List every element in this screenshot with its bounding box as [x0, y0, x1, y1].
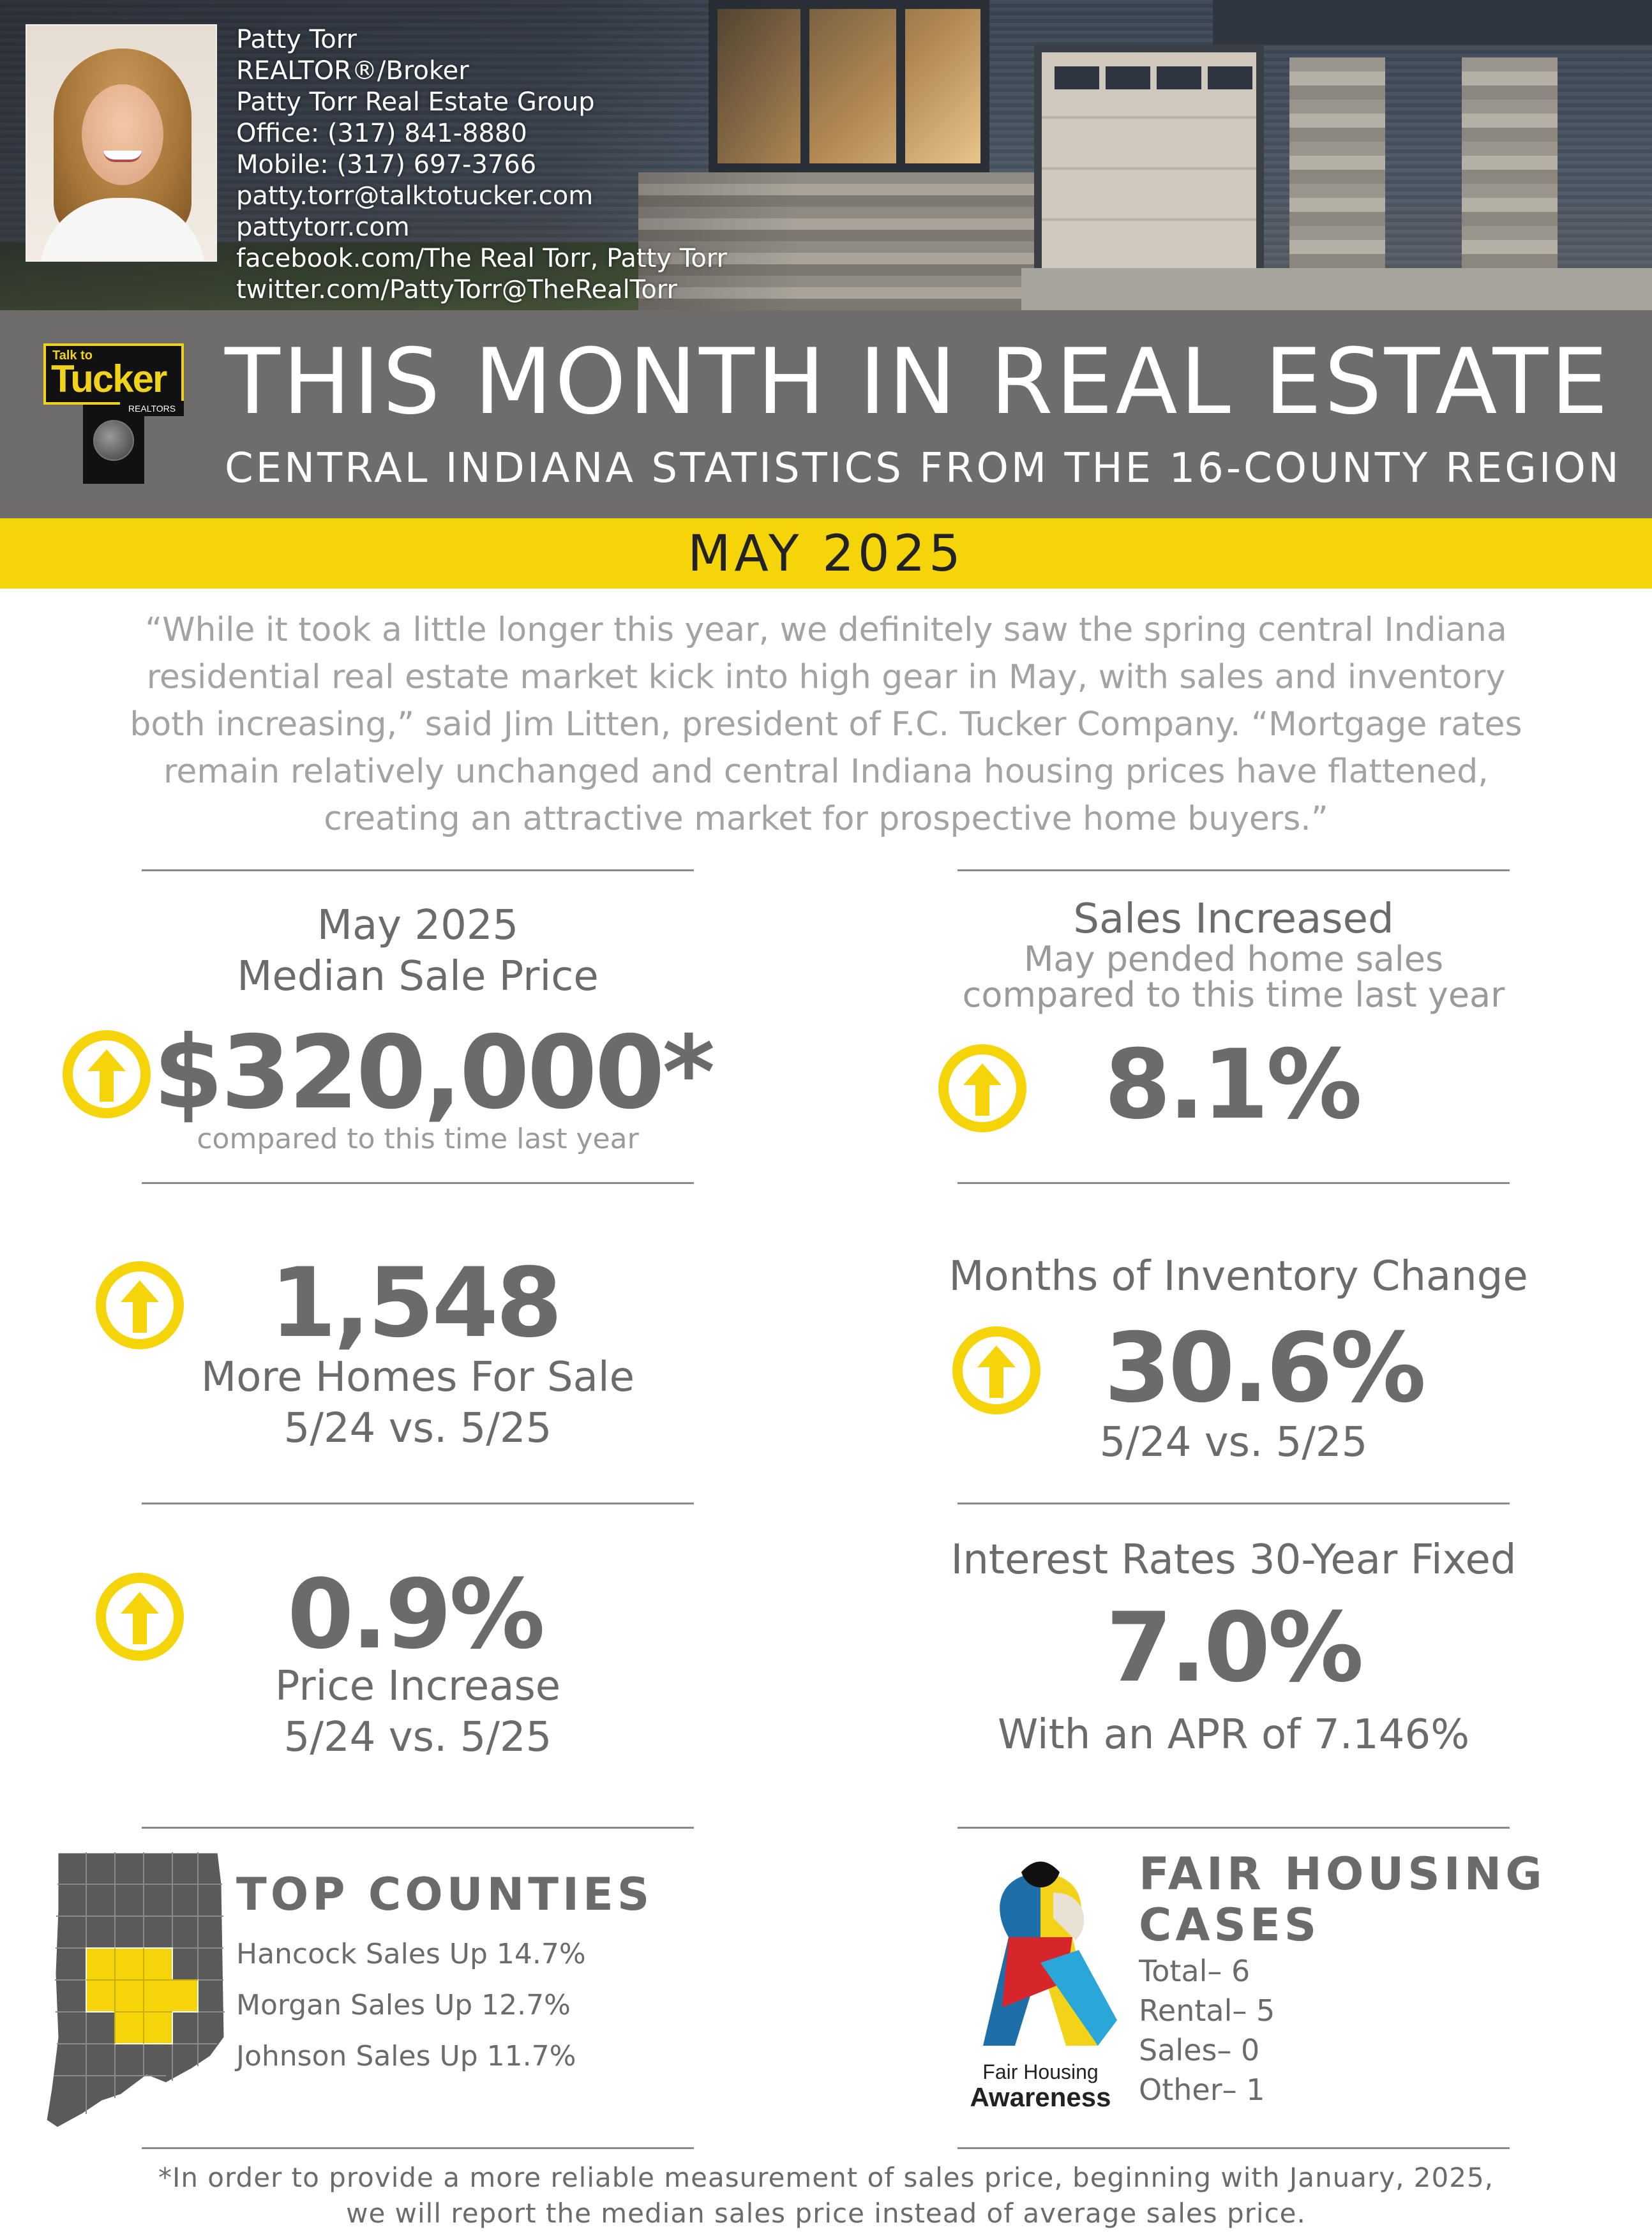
ribbon-caption-line1: Fair Housing: [982, 2060, 1099, 2083]
top-counties-title: TOP COUNTIES: [236, 1868, 654, 1921]
divider: [142, 1503, 694, 1504]
divider: [957, 1503, 1510, 1504]
sales-sub-line1: May pended home sales: [1023, 939, 1444, 979]
homes-value: 1,548: [269, 1248, 562, 1359]
up-arrow-icon: [63, 1030, 151, 1118]
homes-period: 5/24 vs. 5/25: [283, 1405, 552, 1452]
hero-photo: Patty Torr REALTOR®/Broker Patty Torr Re…: [0, 0, 1652, 310]
agent-mobile-phone[interactable]: Mobile: (317) 697-3766: [236, 150, 537, 179]
awareness-ribbon-icon: [983, 1861, 1117, 2046]
median-price-value: $320,000*: [153, 1014, 715, 1132]
fair-housing-title: FAIR HOUSING CASES: [1139, 1848, 1546, 1951]
divider: [957, 869, 1510, 871]
fair-housing-item: Sales– 0: [1139, 2033, 1260, 2067]
inventory-period: 5/24 vs. 5/25: [1099, 1419, 1368, 1466]
indiana-map-icon: [45, 1851, 226, 2129]
median-title-line2: Median Sale Price: [237, 953, 599, 1000]
agent-contact-block: Patty Torr REALTOR®/Broker Patty Torr Re…: [236, 24, 811, 306]
up-arrow-icon: [96, 1573, 184, 1661]
date-bar: MAY 2025: [0, 518, 1652, 588]
fair-housing-item: Total– 6: [1139, 1954, 1250, 1988]
driveway: [1021, 268, 1652, 310]
county-item: Hancock Sales Up 14.7%: [236, 1938, 586, 1970]
agent-twitter-link[interactable]: twitter.com/PattyTorr@TheRealTorr: [236, 275, 677, 304]
agent-group: Patty Torr Real Estate Group: [236, 87, 595, 117]
divider: [142, 1827, 694, 1829]
president-quote: “While it took a little longer this year…: [130, 611, 1522, 838]
agent-photo: [26, 24, 217, 262]
rates-title: Interest Rates 30-Year Fixed: [950, 1536, 1517, 1584]
sales-value: 8.1%: [1104, 1030, 1362, 1141]
page-subtitle: CENTRAL INDIANA STATISTICS FROM THE 16-C…: [225, 445, 1621, 492]
divider: [142, 869, 694, 871]
county-item: Morgan Sales Up 12.7%: [236, 1989, 571, 2021]
price-change-value: 0.9%: [287, 1559, 545, 1670]
divider: [957, 1827, 1510, 1829]
agent-office-phone[interactable]: Office: (317) 841-8880: [236, 119, 527, 148]
median-note: compared to this time last year: [197, 1123, 639, 1155]
median-title-line1: May 2025: [317, 902, 519, 949]
footnote: *In order to provide a more reliable mea…: [158, 2162, 1494, 2229]
page-title: THIS MONTH IN REAL ESTATE: [225, 329, 1611, 435]
homes-label: More Homes For Sale: [200, 1354, 635, 1401]
divider: [142, 2147, 694, 2149]
fair-housing-item: Other– 1: [1139, 2073, 1265, 2107]
inventory-value: 30.6%: [1104, 1313, 1426, 1424]
county-item: Johnson Sales Up 11.7%: [236, 2040, 576, 2073]
sales-sub-line2: compared to this time last year: [962, 975, 1505, 1015]
up-arrow-icon: [952, 1326, 1040, 1414]
agent-facebook-link[interactable]: facebook.com/The Real Torr, Patty Torr: [236, 244, 727, 273]
inventory-title: Months of Inventory Change: [949, 1253, 1528, 1300]
up-arrow-icon: [96, 1261, 184, 1349]
garage-door: [1034, 45, 1264, 281]
divider: [957, 1182, 1510, 1184]
agent-email-link[interactable]: patty.torr@talktotucker.com: [236, 181, 594, 211]
divider: [957, 2147, 1510, 2149]
agent-website-link[interactable]: pattytorr.com: [236, 213, 410, 242]
rates-value: 7.0%: [1106, 1593, 1363, 1704]
roof-eave: [1213, 0, 1652, 45]
agent-title: REALTOR®/Broker: [236, 56, 469, 86]
report-month: MAY 2025: [687, 525, 965, 583]
title-banner: Talk to Tucker REALTORS THIS MONTH IN RE…: [0, 310, 1652, 518]
price-change-label: Price Increase: [274, 1663, 561, 1710]
fair-housing-item: Rental– 5: [1139, 1993, 1275, 2028]
divider: [142, 1182, 694, 1184]
rates-apr: With an APR of 7.146%: [997, 1711, 1470, 1758]
sales-title: Sales Increased: [1073, 896, 1394, 943]
talk-to-tucker-logo: Talk to Tucker REALTORS: [43, 343, 184, 484]
ribbon-caption-line2: Awareness: [970, 2082, 1111, 2112]
globe-icon: [93, 420, 134, 461]
agent-name: Patty Torr: [236, 25, 357, 54]
price-change-period: 5/24 vs. 5/25: [283, 1714, 552, 1761]
